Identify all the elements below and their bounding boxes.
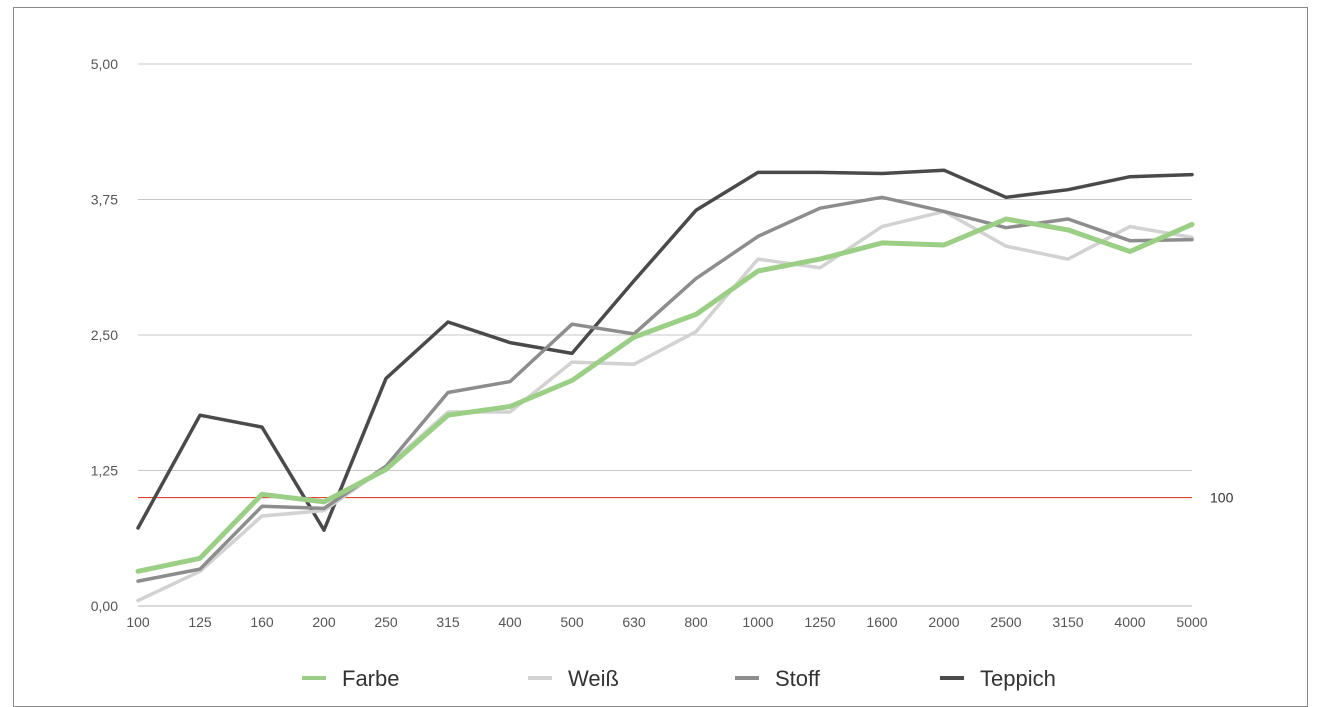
legend-label: Weiß: [568, 666, 619, 691]
y-tick-label: 0,00: [91, 598, 118, 614]
x-tick-label: 1250: [804, 614, 835, 630]
x-axis: 100 125 160 200 250 315 400 500 630 800 1000 1250 16…: [126, 614, 1207, 630]
legend-label: Stoff: [775, 666, 821, 691]
x-tick-label: 250: [374, 614, 398, 630]
y-tick-label: 2,50: [91, 327, 118, 343]
x-tick-label: 2500: [990, 614, 1021, 630]
x-tick-label: 125: [188, 614, 212, 630]
reference-line-label: 100: [1210, 490, 1234, 506]
x-tick-label: 5000: [1176, 614, 1207, 630]
x-tick-label: 500: [560, 614, 584, 630]
series-group: [135, 168, 1195, 603]
gridlines: [138, 63, 1192, 607]
x-tick-label: 800: [684, 614, 708, 630]
x-tick-label: 2000: [928, 614, 959, 630]
y-tick-label: 3,75: [91, 192, 118, 208]
x-tick-label: 100: [126, 614, 150, 630]
x-tick-label: 1600: [866, 614, 897, 630]
x-tick-label: 315: [436, 614, 460, 630]
y-axis: 0,00 1,25 2,50 3,75 5,00: [91, 56, 118, 614]
x-tick-label: 1000: [742, 614, 773, 630]
x-tick-label: 3150: [1052, 614, 1083, 630]
x-tick-label: 630: [622, 614, 646, 630]
reference-line-group: 100: [138, 490, 1234, 506]
x-tick-label: 4000: [1114, 614, 1145, 630]
series-line-stoff: [136, 195, 1194, 583]
y-tick-label: 5,00: [91, 56, 118, 72]
y-tick-label: 1,25: [91, 463, 118, 479]
series-line-wei-: [136, 209, 1194, 603]
x-tick-label: 200: [312, 614, 336, 630]
legend-label: Teppich: [980, 666, 1056, 691]
x-tick-label: 400: [498, 614, 522, 630]
series-line-farbe: [135, 216, 1195, 574]
legend: Farbe Weiß Stoff Teppich: [302, 666, 1056, 691]
line-chart: 0,00 1,25 2,50 3,75 5,00 100 125 160 200 250 315 4…: [91, 56, 1234, 691]
legend-label: Farbe: [342, 666, 399, 691]
x-tick-label: 160: [250, 614, 274, 630]
